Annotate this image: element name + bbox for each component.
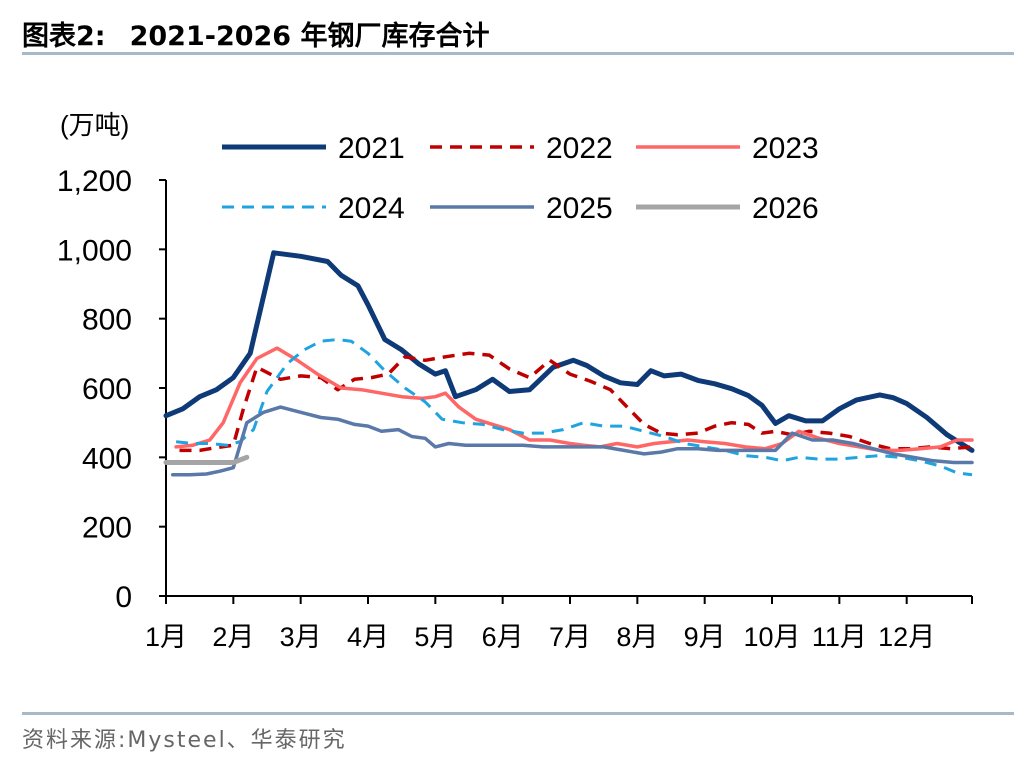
x-axis: 1月 2月 3月 4月 5月 6月 7月 8月 9月 10月 11月 12月: [145, 595, 973, 652]
figure-title: 图表2: 2021-2026 年钢厂库存合计: [22, 14, 490, 53]
legend-label: 2023: [752, 132, 819, 165]
legend-label: 2025: [546, 192, 613, 225]
plot-area: [163, 250, 975, 477]
source-note: 资料来源:Mysteel、华泰研究: [22, 728, 347, 753]
legend-label: 2021: [338, 132, 405, 165]
source-divider: [22, 712, 1014, 715]
y-tick-label: 1,000: [57, 234, 132, 267]
x-tick-label: 2月: [212, 622, 254, 652]
x-tick-label: 5月: [414, 622, 456, 652]
y-tick-label: 200: [82, 512, 132, 545]
legend-label: 2022: [546, 132, 613, 165]
x-tick-label: 9月: [684, 622, 726, 652]
x-tick-label: 6月: [482, 622, 524, 652]
x-tick-label: 11月: [812, 622, 867, 652]
y-tick-label: 800: [82, 304, 132, 337]
series-line-2022: [179, 351, 973, 453]
figure-label: 图表2:: [22, 21, 106, 52]
legend-label: 2026: [752, 192, 819, 225]
x-tick-label: 7月: [549, 622, 591, 652]
figure-title-text: 2021-2026 年钢厂库存合计: [129, 21, 490, 52]
y-tick-label: 1,200: [57, 165, 132, 198]
series-line-2025: [170, 405, 974, 477]
legend-item-2026: 2026: [636, 192, 819, 225]
y-tick-label: 600: [82, 373, 132, 406]
title-divider: [22, 52, 1014, 55]
legend-label: 2024: [338, 192, 405, 225]
series-line-2026: [163, 454, 250, 465]
legend-item-2024: 2024: [222, 192, 405, 225]
x-tick-label: 10月: [743, 622, 800, 652]
legend: 2021 2022 2023 2024 2025 2026: [222, 132, 819, 225]
x-tick-label: 3月: [280, 622, 322, 652]
series-line-2021: [163, 250, 975, 453]
x-tick-label: 1月: [145, 622, 187, 652]
x-tick-label: 12月: [878, 622, 935, 652]
series-line-2024: [175, 338, 973, 477]
x-tick-label: 4月: [347, 622, 389, 652]
legend-item-2025: 2025: [430, 192, 613, 225]
y-unit-label: (万吨): [60, 110, 129, 140]
y-tick-label: 0: [115, 581, 132, 614]
x-tick-label: 8月: [616, 622, 658, 652]
y-axis: 0 200 400 600 800 1,000 1,200: [57, 165, 167, 614]
legend-item-2023: 2023: [636, 132, 819, 165]
legend-item-2021: 2021: [222, 132, 405, 165]
y-tick-label: 400: [82, 442, 132, 475]
legend-item-2022: 2022: [430, 132, 613, 165]
